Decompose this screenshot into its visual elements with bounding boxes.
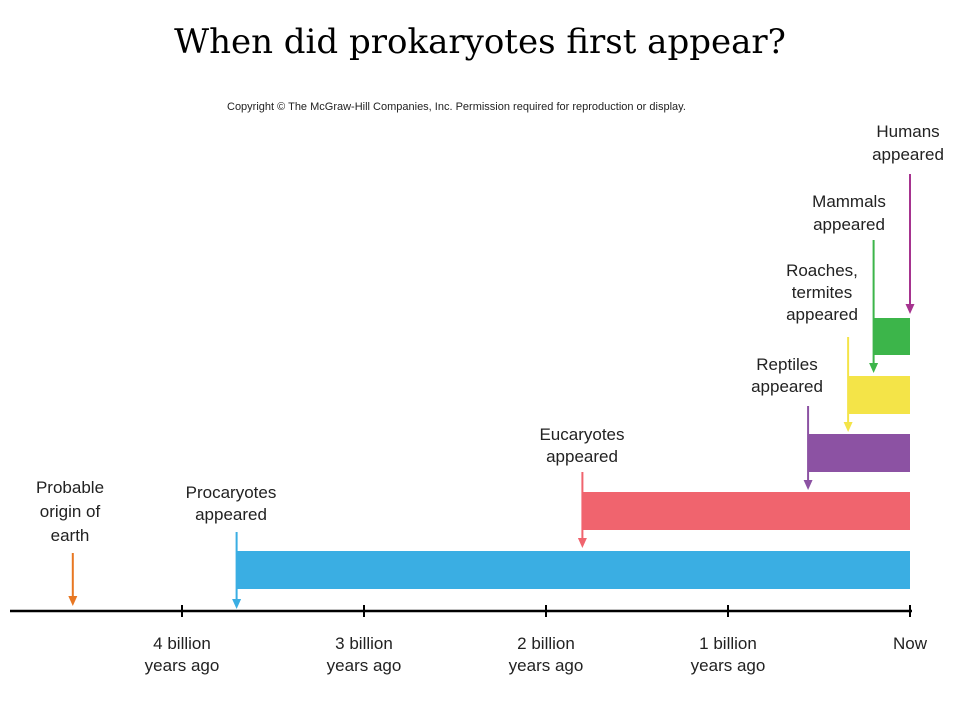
mammals-arrowhead [869,363,879,373]
humans-arrowhead [905,304,915,314]
mammals-label: Mammals appeared [812,192,886,234]
humans-label: Humans appeared [872,122,944,164]
event-labels: Probable origin of earth Procaryotes appeare… [36,122,944,545]
roaches-lineage-bar [848,376,910,414]
procaryotes-arrowhead [232,599,242,609]
mammals-lineage-bar [873,318,910,355]
procaryotes-lineage-bar [236,551,911,589]
axis-ticks: 4 billion years ago 3 billion years ago 2 bi… [145,605,928,675]
event-arrows [68,174,915,609]
eucaryotes-label: Eucaryotes appeared [539,425,624,466]
slide-title: When did prokaryotes first appear? [174,22,786,62]
roaches-label: Roaches, termites appeared [786,261,858,324]
reptiles-lineage-bar [808,434,910,472]
earth-label: Probable origin of earth [36,478,104,545]
copyright-notice: Copyright © The McGraw-Hill Companies, I… [227,101,686,113]
axis-tick-label: 2 billion years ago [509,634,584,675]
eucaryotes-lineage-bar [582,492,910,530]
axis-tick-label: Now [893,634,928,653]
earth-arrowhead [68,596,78,606]
lineage-bars [236,318,911,589]
roaches-arrowhead [843,422,853,432]
reptiles-label: Reptiles appeared [751,355,823,396]
axis-tick-label: 1 billion years ago [691,634,766,675]
eucaryotes-arrowhead [577,538,587,548]
axis-tick-label: 3 billion years ago [327,634,402,675]
procaryotes-label: Procaryotes appeared [186,483,277,524]
axis-tick-label: 4 billion years ago [145,634,220,675]
reptiles-arrowhead [803,480,813,490]
